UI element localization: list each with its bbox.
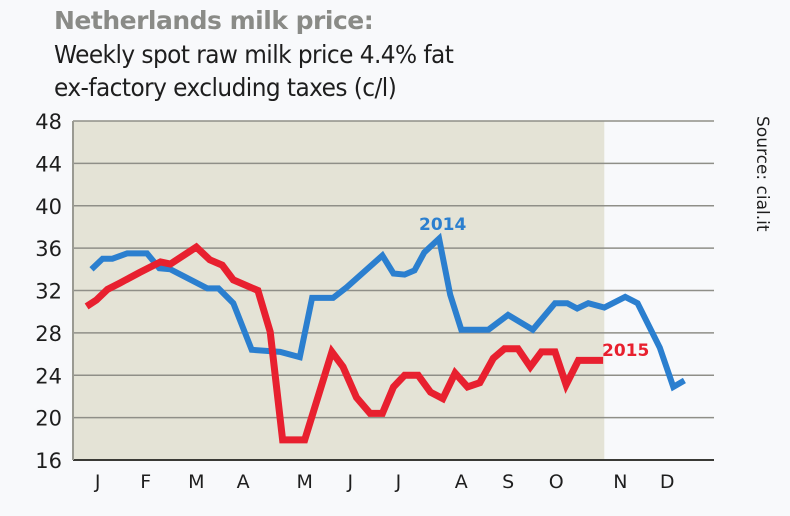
y-tick-label: 48 <box>35 110 62 134</box>
y-tick-label: 16 <box>35 449 62 473</box>
x-tick-label: M <box>297 471 313 493</box>
x-tick-label: A <box>455 471 468 493</box>
source-note: Source: cial.it <box>752 116 772 232</box>
y-tick-label: 20 <box>35 407 62 431</box>
y-tick-labels: 16 20 24 28 32 36 40 44 48 <box>35 110 62 473</box>
chart-subtitle-line-1: Weekly spot raw milk price 4.4% fat <box>54 40 454 69</box>
chart-subtitle-line-2: ex-factory excluding taxes (c/l) <box>54 73 397 102</box>
y-tick-label: 28 <box>35 322 62 346</box>
chart-title: Netherlands milk price: <box>54 6 374 35</box>
x-tick-label: N <box>613 471 627 493</box>
y-tick-label: 40 <box>35 195 62 219</box>
x-tick-label: J <box>94 471 101 493</box>
y-tick-label: 32 <box>35 280 62 304</box>
x-tick-label: J <box>395 471 402 493</box>
series-label-2015: 2015 <box>602 341 649 361</box>
x-tick-label: M <box>188 471 204 493</box>
x-tick-label: F <box>140 471 151 493</box>
y-tick-label: 36 <box>35 237 62 261</box>
y-tick-label: 44 <box>35 152 62 176</box>
x-tick-label: S <box>502 471 514 493</box>
series-lines <box>84 232 686 444</box>
x-tick-label: D <box>660 471 675 493</box>
x-tick-label: J <box>347 471 354 493</box>
series-label-2014: 2014 <box>419 215 466 235</box>
x-tick-label: O <box>549 471 564 493</box>
x-tick-label: A <box>237 471 250 493</box>
y-tick-label: 24 <box>35 364 62 388</box>
gridlines <box>73 120 714 461</box>
